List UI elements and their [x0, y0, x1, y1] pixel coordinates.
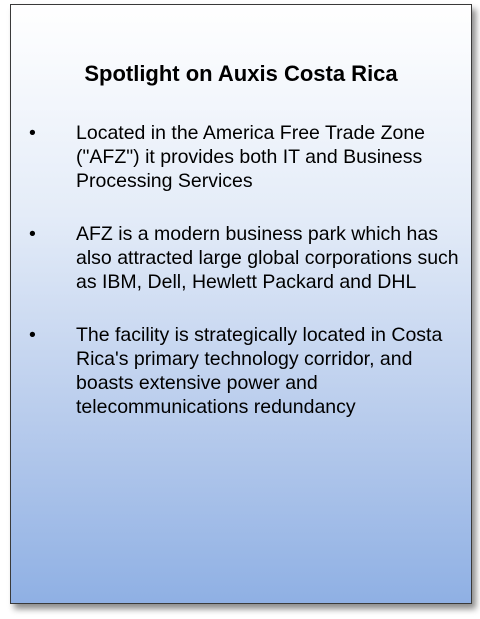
- list-item: • The facility is strategically located …: [29, 323, 459, 419]
- bullet-text: AFZ is a modern business park which has …: [76, 223, 459, 293]
- bullet-text: Located in the America Free Trade Zone (…: [76, 122, 426, 192]
- bullet-icon: •: [29, 324, 36, 346]
- bullet-icon: •: [29, 223, 36, 245]
- list-item: • AFZ is a modern business park which ha…: [29, 222, 459, 294]
- list-item: • Located in the America Free Trade Zone…: [29, 121, 459, 193]
- bullet-icon: •: [29, 122, 36, 144]
- spotlight-panel: Spotlight on Auxis Costa Rica • Located …: [10, 4, 472, 604]
- bullet-list: • Located in the America Free Trade Zone…: [29, 121, 459, 448]
- panel-title: Spotlight on Auxis Costa Rica: [84, 61, 398, 86]
- bullet-text: The facility is strategically located in…: [76, 324, 443, 418]
